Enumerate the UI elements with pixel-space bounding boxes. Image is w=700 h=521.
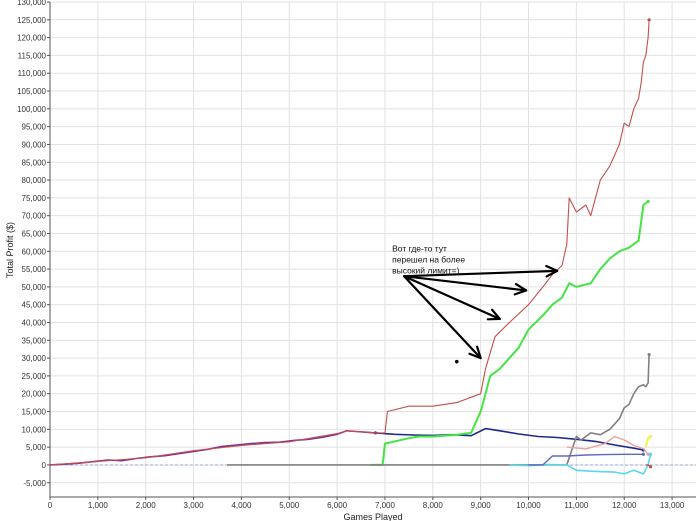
x-tick-label: 5,000 <box>279 501 300 510</box>
y-tick-label: 125,000 <box>17 16 46 25</box>
annotation-arrow <box>403 275 528 292</box>
y-tick-label: 90,000 <box>22 140 47 149</box>
y-tick-label: 20,000 <box>22 390 47 399</box>
y-tick-label: 85,000 <box>22 158 47 167</box>
annotation-text-line: перешел на более <box>392 254 465 264</box>
y-tick-label: 130,000 <box>17 0 46 7</box>
x-tick-label: 4,000 <box>231 501 252 510</box>
y-tick-label: 55,000 <box>22 265 47 274</box>
y-tick-label: 105,000 <box>17 87 46 96</box>
series-line-6 <box>566 435 649 455</box>
x-tick-label: 0 <box>48 501 53 510</box>
y-tick-label: 35,000 <box>22 336 47 345</box>
y-tick-label: 50,000 <box>22 283 47 292</box>
series-end-point-8 <box>641 452 645 456</box>
annotation-arrow-head <box>545 264 559 278</box>
annotation-arrow-head <box>486 308 501 321</box>
y-tick-label: 110,000 <box>18 69 47 78</box>
y-tick-label: 80,000 <box>22 176 47 185</box>
y-tick-label: 95,000 <box>22 123 47 132</box>
y-tick-label: 70,000 <box>22 212 47 221</box>
y-tick-label: 60,000 <box>22 247 47 256</box>
series-end-point-9 <box>648 434 653 439</box>
x-tick-label: 8,000 <box>423 501 444 510</box>
y-tick-label: 30,000 <box>22 354 47 363</box>
x-tick-label: 1,000 <box>88 501 109 510</box>
series-line-7 <box>509 454 652 475</box>
x-tick-label: 13,000 <box>660 501 685 510</box>
annotation-arrow <box>403 269 559 278</box>
plot-area <box>50 2 696 497</box>
series-line-1 <box>49 429 376 466</box>
axes: 0 1,000 2,000 3,000 4,000 5,000 6,000 7,000 8,00… <box>17 0 696 510</box>
x-axis-title: Games Played <box>343 512 402 521</box>
y-tick-label: 0 <box>42 461 47 470</box>
annotation-arrow-head <box>513 282 528 296</box>
y-tick-label: 120,000 <box>17 34 46 43</box>
series-line-5 <box>227 354 650 466</box>
y-tick-label: 10,000 <box>22 425 47 434</box>
y-tick-label: 40,000 <box>22 319 47 328</box>
series-line-8 <box>528 453 644 466</box>
y-tick-label: 25,000 <box>22 372 47 381</box>
series-line-4 <box>370 200 649 466</box>
series-end-point-3 <box>647 18 651 22</box>
annotation-arrow <box>403 275 501 321</box>
x-tick-label: 12,000 <box>612 501 637 510</box>
y-tick-label: 5,000 <box>26 443 47 452</box>
series-end-point-10 <box>648 465 653 469</box>
y-tick-label: 65,000 <box>22 229 47 238</box>
annotation-text-line: Вот где-то тут <box>392 243 447 253</box>
series-layer <box>49 18 653 475</box>
y-tick-label: -5,000 <box>23 479 46 488</box>
annotation-dot <box>454 359 459 364</box>
series-end-point-5 <box>647 352 651 357</box>
y-tick-label: 75,000 <box>22 194 47 203</box>
x-tick-label: 9,000 <box>471 501 492 510</box>
grid <box>49 1 696 497</box>
x-tick-label: 7,000 <box>375 501 396 510</box>
y-tick-label: 15,000 <box>22 408 47 417</box>
x-tick-label: 2,000 <box>136 501 157 510</box>
annotation-arrow <box>403 275 482 360</box>
x-tick-label: 11,000 <box>564 501 588 510</box>
annotation-arrow-head <box>468 345 482 360</box>
y-tick-label: 45,000 <box>22 301 47 310</box>
x-tick-label: 6,000 <box>327 501 348 510</box>
x-tick-label: 3,000 <box>184 501 205 510</box>
y-tick-label: 115,000 <box>18 51 47 60</box>
y-tick-label: 100,000 <box>17 105 46 114</box>
x-tick-label: 10,000 <box>516 501 541 510</box>
annotation-text-line: высокий лимит=) <box>392 265 459 275</box>
series-end-point-6 <box>646 452 650 456</box>
y-axis-title: Total Profit ($) <box>5 222 15 278</box>
series-line-3 <box>49 19 650 466</box>
series-end-point-7 <box>648 452 653 456</box>
series-end-point-4 <box>646 199 650 204</box>
